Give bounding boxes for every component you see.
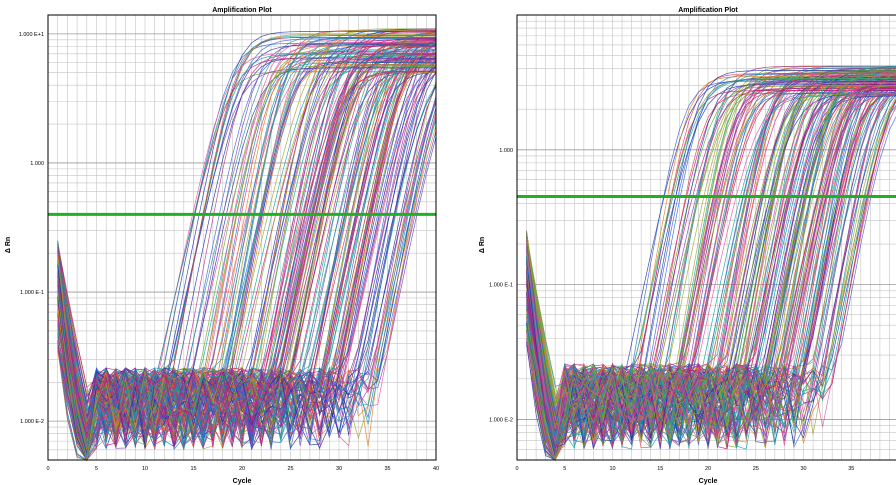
x-tick-label: 25 (753, 466, 759, 472)
x-tick-label: 30 (800, 466, 806, 472)
y-axis-title-1: Δ Rn (5, 237, 12, 253)
amplification-curve (57, 46, 437, 461)
amplification-curve (57, 50, 436, 449)
amplification-curve (526, 93, 896, 446)
amplification-curve (57, 35, 436, 430)
x-axis-title-2: Cycle (699, 478, 718, 485)
amplification-curve (57, 37, 436, 449)
amplification-curve (57, 54, 437, 450)
y-axis-title-2: Δ Rn (479, 237, 486, 253)
amplification-curve (57, 37, 437, 456)
plot-frame-1 (47, 14, 437, 461)
amplification-plot-panel-2: Amplification Plot Δ Rn Cycle 1.0001.000… (479, 7, 896, 485)
x-axis-title-1: Cycle (233, 478, 252, 485)
y-tick-labels-2: 1.000 1.000 E-1 1.000 E-2 (489, 148, 513, 424)
amplification-curve (57, 40, 437, 450)
amplification-curve (526, 95, 896, 449)
x-tick-label: 10 (142, 466, 148, 472)
amplification-curve (526, 93, 896, 461)
x-tick-label: 0 (46, 466, 49, 472)
amplification-curve (526, 70, 896, 458)
y-tick-label: 1.000 (499, 148, 513, 154)
x-tick-label: 0 (515, 466, 518, 472)
y-tick-labels-1: 1.000 E+1 1.000 1.000 E-1 1.000 E-2 (19, 32, 44, 425)
x-tick-label: 40 (433, 466, 439, 472)
x-tick-label: 10 (609, 466, 615, 472)
x-tick-labels-1: 0 5 10 15 20 25 30 35 40 (46, 466, 439, 472)
y-tick-label: 1.000 (30, 161, 44, 167)
series-lines-2 (526, 65, 896, 462)
amplification-curve (57, 43, 436, 441)
amplification-curve (526, 82, 896, 442)
x-tick-label: 35 (384, 466, 390, 472)
amplification-curve (526, 84, 896, 416)
amplification-curve (526, 93, 896, 449)
y-tick-label: 1.000 E-1 (489, 283, 513, 289)
amplification-curve (526, 83, 896, 439)
x-tick-label: 15 (190, 466, 196, 472)
x-tick-label: 25 (287, 466, 293, 472)
x-tick-label: 35 (848, 466, 854, 472)
y-tick-label: 1.000 E-1 (20, 290, 44, 296)
amplification-plot-panel-1: Amplification Plot Δ Rn Cycle 1.000 E+11… (5, 7, 439, 485)
amplification-curve (526, 74, 896, 442)
amplification-curve (57, 66, 437, 462)
x-tick-label: 20 (239, 466, 245, 472)
amplification-curve (57, 51, 437, 431)
amplification-curve (526, 84, 896, 442)
x-tick-label: 15 (657, 466, 663, 472)
y-tick-label: 1.000 E+1 (19, 32, 44, 38)
x-tick-label: 20 (705, 466, 711, 472)
amplification-curve (526, 85, 896, 428)
amplification-curve (526, 67, 896, 449)
amplification-curve (57, 60, 437, 450)
plot-frame-2 (516, 14, 896, 461)
amplification-curve (57, 43, 436, 442)
amplification-curve (526, 72, 896, 441)
amplification-curve (57, 58, 437, 450)
x-tick-label: 5 (95, 466, 98, 472)
x-tick-label: 5 (563, 466, 566, 472)
amplification-curve (526, 78, 896, 445)
chart-title-1: Amplification Plot (212, 7, 272, 14)
y-tick-label: 1.000 E-2 (20, 419, 44, 425)
y-tick-label: 1.000 E-2 (489, 417, 513, 423)
amplification-curve (57, 37, 436, 461)
amplification-curve (526, 65, 896, 456)
series-lines-1 (57, 28, 437, 462)
amplification-curve (526, 66, 896, 447)
amplification-curve (57, 30, 437, 441)
chart-title-2: Amplification Plot (678, 7, 738, 14)
amplification-curve (526, 72, 896, 449)
amplification-curve (526, 80, 896, 447)
x-tick-label: 30 (336, 466, 342, 472)
